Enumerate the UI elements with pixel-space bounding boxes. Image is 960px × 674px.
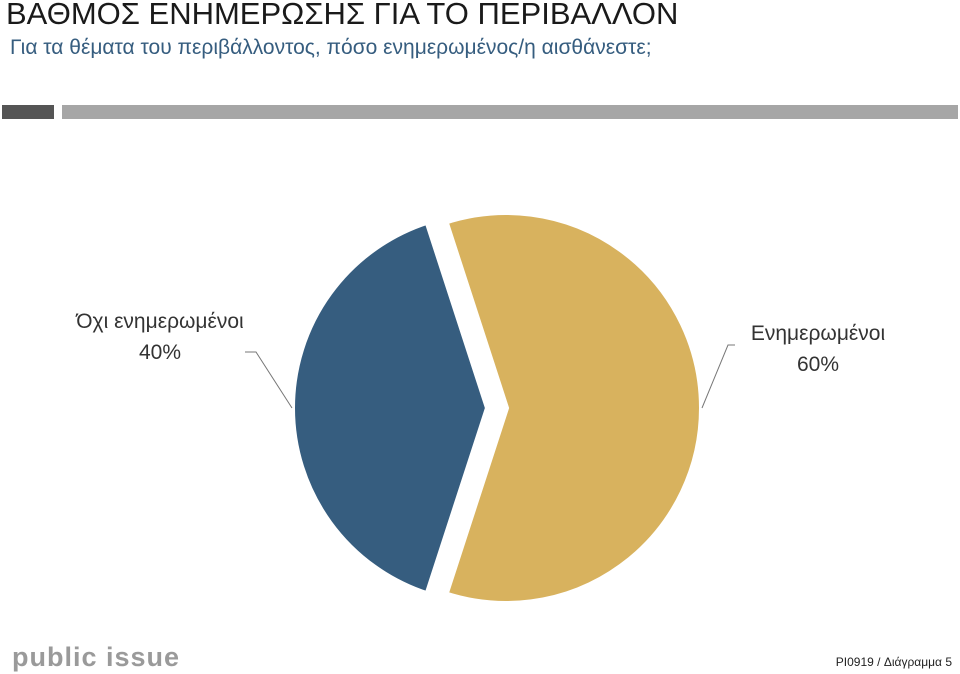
pie-slice: [289, 217, 492, 599]
source: PI0919 / Διάγραμμα 5: [835, 655, 952, 669]
slice-label: Ενημερωμένοι 60%: [738, 318, 898, 380]
slice-label: Όχι ενημερωμένοι 40%: [70, 306, 250, 368]
value-label: 60%: [796, 353, 840, 376]
logo: public issue: [12, 642, 181, 672]
leader-line: [701, 344, 735, 409]
chart-title: ΒΑΘΜΟΣ ΕΝΗΜΕΡΩΣΗΣ ΓΙΑ ΤΟ ΠΕΡΙΒΑΛΛΟΝ: [6, 0, 679, 31]
category-label: Ενημερωμένοι: [750, 322, 886, 345]
leader-line: [245, 351, 293, 409]
header-bar-dark: [2, 105, 54, 119]
header-bar: [62, 105, 958, 119]
category-label: Όχι ενημερωμένοι: [76, 310, 244, 333]
chart-subtitle: Για τα θέματα του περιβάλλοντος, πόσο εν…: [10, 36, 652, 59]
value-label: 40%: [138, 341, 182, 364]
